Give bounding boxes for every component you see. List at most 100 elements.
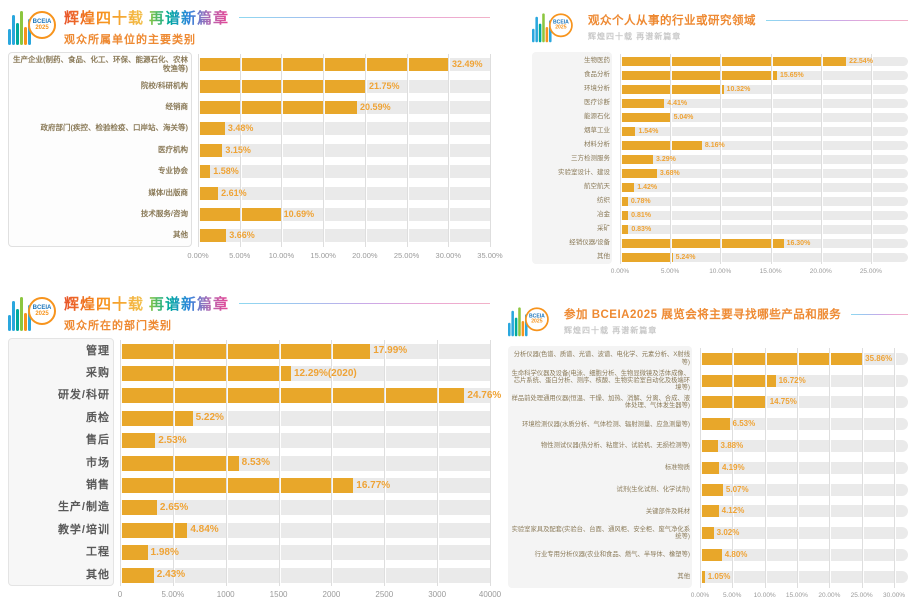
logo-circle: BCEIA 2025 [525,307,549,332]
chart-row: 其他 2.43% [8,564,490,586]
chart-row: 研发/科研 24.76% [8,385,501,407]
value-label: 2.61% [221,187,247,198]
chart-row: 其他 5.24% [532,250,908,264]
category-label: 环境分析 [584,85,610,93]
chart-rows: 管理 17.99% 采购 12.29%(2020) 研发/科研 24.76% 质检 5.22%… [8,340,501,586]
value-label: 4.84% [190,524,219,536]
bar-track: 2.53% [120,433,490,449]
title-part-left: 辉煌四十载 [64,10,145,27]
chart-subtitle: 观众所属单位的主要类别 [64,34,196,46]
bar-track: 3.02% [700,527,908,540]
title-part-right: 再谱新篇章 [149,10,230,27]
axis-tick-label: 10.00% [268,250,295,260]
bar [198,229,227,243]
value-label: 20.59% [360,101,391,112]
bar-track: 0.81% [620,210,908,220]
bar-track: 20.59% [198,100,490,114]
category-label: 材料分析 [584,141,610,149]
value-label: 3.68% [659,169,680,177]
axis-tick-label: 5.00% [723,591,742,599]
bar-track: 2.61% [198,186,490,200]
bar [198,143,223,157]
bar-track: 0.83% [620,224,908,234]
bar-track: 3.15% [198,143,490,157]
value-label: 1.42% [637,183,658,191]
category-label: 院校/科研机构 [140,80,188,90]
chart-title: 辉煌四十载 再谱新篇章 [64,293,229,314]
bar [620,196,628,206]
bar-track: 1.42% [620,182,908,192]
category-label: 经销仪器/设备 [569,239,610,247]
bar [700,440,718,453]
category-label: 烟草工业 [584,127,610,135]
axis-tick-label: 30.00% [883,591,906,599]
category-label: 管理 [86,344,110,357]
logo-text-bceia: BCEIA [32,19,52,25]
axis-tick-label: 20.00% [818,591,841,599]
axis-tick-label: 20.00% [809,268,832,275]
bceia-logo: BCEIA 2025 [8,6,56,48]
chart-row: 关键部件及耗材 4.12% [508,501,908,523]
value-label: 3.48% [227,123,254,134]
bar-track: 5.07% [700,483,908,496]
bar-chart-department-categories: 管理 17.99% 采购 12.29%(2020) 研发/科研 24.76% 质检 5.22%… [8,338,501,602]
chart-row: 环境分析 10.32% [532,82,908,96]
bar [620,98,665,108]
category-label: 样品前处理通用仪器(恒温、干燥、加热、消解、分离、合成、液体处理、气体发生器等) [511,395,690,410]
bar-track: 8.53% [120,455,490,471]
header-divider-line [239,17,490,18]
category-label: 其他 [86,568,110,581]
axis-tick-label: 10.00% [709,268,732,275]
bar-track: 12.29%(2020) [120,366,490,382]
chart-row: 试剂(生化试剂、化学试剂) 5.07% [508,479,908,501]
axis-tick-label: 25.00% [850,591,873,599]
bar [700,549,722,562]
axis-tick-label: 30.00% [435,250,461,260]
value-label: 22.54% [849,57,873,65]
value-label: 15.65% [780,71,804,79]
chart-header: BCEIA 2025 辉煌四十载 再谱新篇章 观众所属单位的主要类别 [8,6,490,48]
category-label: 技术服务/咨询 [140,209,188,218]
chart-row: 质检 5.22% [8,407,490,429]
axis-tick-label: 10.00% [753,591,776,599]
bar [700,418,730,431]
bar-track: 4.80% [700,549,908,562]
bar [198,165,211,179]
chart-rows: 分析仪器(色谱、质谱、光谱、波谱、电化学、元素分析、X射线等) 35.86% 生命科… [508,348,908,588]
chart-subtitle: 辉煌四十载 再谱新篇章 [588,32,682,41]
category-label: 售后 [86,434,110,447]
value-label: 32.49% [451,59,483,70]
bar-track: 4.41% [620,98,908,108]
value-label: 0.78% [630,197,651,205]
value-label: 4.41% [667,99,688,107]
bar-track: 17.99% [120,343,490,359]
bar [620,182,635,192]
bar-track: 3.29% [620,154,908,164]
bar [120,500,157,516]
value-label: 2.43% [156,569,186,581]
bar-track: 3.66% [198,229,490,243]
bar [198,207,281,221]
value-label: 12.29%(2020) [293,367,357,379]
chart-row: 媒体/出版商 2.61% [8,182,490,203]
bar [700,505,719,518]
value-label: 14.75% [769,397,797,407]
bar-track: 5.22% [120,410,490,426]
header-divider-line [766,19,908,21]
chart-header: BCEIA 2025 辉煌四十载 再谱新篇章 观众所在的部门类别 [8,292,490,334]
chart-row: 能源石化 5.04% [532,110,908,124]
category-label: 物性测试仪器(热分析、粘度计、试验机、无损检测等) [540,442,690,450]
category-label: 媒体/出版商 [148,187,188,197]
bar [620,140,702,150]
bar-track: 22.54% [620,56,908,66]
bar [620,224,629,234]
bar-track: 35.86% [700,352,908,365]
axis-tick-label: 25.00% [859,268,882,275]
axis-tick-label: 40000 [478,590,502,600]
value-label: 1.05% [707,571,731,581]
chart-row: 纺织 0.78% [532,194,908,208]
bceia-logo: BCEIA 2025 [508,303,549,339]
category-label: 三方检测服务 [571,155,610,163]
gridline [490,340,491,587]
bar-track: 3.68% [620,168,908,178]
